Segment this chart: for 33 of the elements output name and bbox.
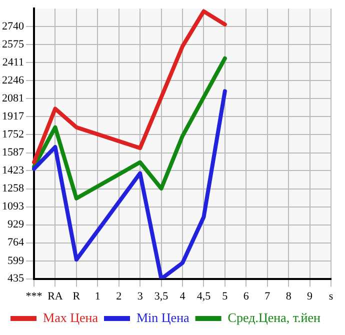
y-tick-label: 1917 xyxy=(2,110,24,123)
x-tick-label: 3,5 xyxy=(154,290,169,302)
y-tick-label: 1258 xyxy=(2,182,24,195)
legend-label: Max Цена xyxy=(43,310,98,325)
x-tick-label: 2 xyxy=(116,290,122,302)
y-tick-label: 929 xyxy=(8,218,24,231)
x-tick-label: R xyxy=(72,290,81,302)
x-tick-label: 8 xyxy=(286,290,292,302)
x-tick-label: s xyxy=(328,290,334,302)
y-tick-label: 2575 xyxy=(2,38,24,51)
x-tick-label: 5 xyxy=(222,290,228,302)
legend-label: Сред.Цена, т.йен xyxy=(228,310,321,325)
y-tick-label: 1587 xyxy=(2,146,24,159)
x-tick-label: 3 xyxy=(137,290,144,302)
y-tick-label: 764 xyxy=(8,236,24,249)
y-tick-label: 1093 xyxy=(2,200,24,213)
y-tick-label: 435 xyxy=(8,272,24,285)
x-tick-label: 4 xyxy=(180,290,186,302)
x-tick-label: 4,5 xyxy=(196,290,212,302)
y-tick-label: 599 xyxy=(8,254,24,267)
x-tick-label: 1 xyxy=(94,290,100,302)
x-tick-label: *** xyxy=(26,290,42,302)
legend-label: Min Цена xyxy=(136,310,190,325)
y-tick-label: 1423 xyxy=(2,164,24,177)
y-tick-label: 1752 xyxy=(2,128,24,141)
x-tick-label: 9 xyxy=(307,290,314,302)
x-tick-label: 7 xyxy=(264,290,271,302)
x-tick-label: RA xyxy=(48,290,63,302)
y-tick-label: 2081 xyxy=(2,92,24,105)
y-tick-label: 2246 xyxy=(2,74,24,87)
y-tick-label: 2411 xyxy=(2,56,24,69)
y-tick-label: 2740 xyxy=(2,20,24,33)
x-tick-label: 6 xyxy=(243,290,250,302)
